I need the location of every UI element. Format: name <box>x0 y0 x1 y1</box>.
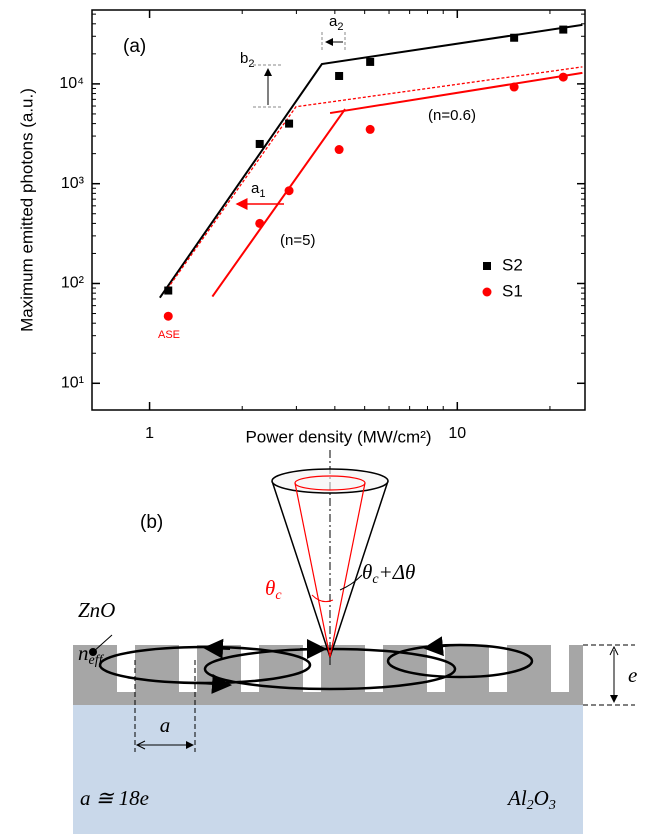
plot-frame <box>91 9 586 411</box>
n-eff: neff <box>78 641 105 668</box>
label: c <box>275 588 282 603</box>
arrow <box>203 638 231 659</box>
point <box>559 25 568 34</box>
legend-marker <box>483 262 491 270</box>
fit-line <box>211 108 346 298</box>
label: θ <box>362 560 372 584</box>
label: θ <box>265 576 275 600</box>
point <box>335 71 344 80</box>
annotation: (n=0.6) <box>428 107 476 124</box>
annotation: ASE <box>158 329 180 341</box>
angle <box>339 574 363 591</box>
legend-label: S1 <box>502 281 523 300</box>
point <box>365 124 375 134</box>
annotation: 2 <box>248 58 254 70</box>
substrate-label: Al2O3 <box>506 786 556 813</box>
x-axis-label: Power density (MW/cm²) <box>245 427 431 446</box>
point <box>510 33 519 42</box>
pointer-dot <box>89 648 97 656</box>
point <box>163 311 173 321</box>
annotation: a <box>251 180 260 197</box>
y-tick-label: 10³ <box>61 175 85 192</box>
angle <box>311 594 334 603</box>
label: Al <box>506 786 527 810</box>
label: n <box>78 641 89 665</box>
notch <box>303 645 321 692</box>
arrow-head <box>609 645 619 656</box>
y-tick-label: 10² <box>61 275 85 292</box>
annotation: 2 <box>337 21 343 33</box>
y-tick-label: 10⁴ <box>59 75 84 92</box>
arrow-head <box>135 740 146 750</box>
x-tick-label: 1 <box>145 425 154 442</box>
theta-c-delta: θc+Δθ <box>362 560 415 587</box>
legend-marker <box>482 287 492 297</box>
material: ZnO <box>78 598 115 622</box>
notch <box>365 645 383 692</box>
panel-label: (b) <box>140 512 163 533</box>
label: 3 <box>548 798 556 813</box>
substrate <box>73 705 583 834</box>
label: O <box>534 786 549 810</box>
notch <box>179 645 197 692</box>
label: c <box>372 572 379 587</box>
y-tick-label: 10¹ <box>61 375 84 392</box>
label: +Δθ <box>379 560 416 584</box>
diagram-b: (b) θc θc+Δθ ZnO neff a e a ≅ 18e <box>73 450 637 834</box>
critical-cone-top <box>294 475 366 491</box>
panel-label: (a) <box>123 36 146 57</box>
pointer <box>92 634 113 653</box>
point <box>284 186 294 196</box>
annotation: (n=5) <box>280 232 315 249</box>
legend-label: S2 <box>502 255 523 274</box>
chart-a: 1 10 10¹ 10² 10³ 10⁴ Power density (MW/cm²) Max… <box>17 9 586 446</box>
point <box>255 218 265 228</box>
notch <box>551 645 569 692</box>
point <box>558 72 568 82</box>
point <box>285 119 294 128</box>
point <box>255 139 264 148</box>
point <box>509 82 519 92</box>
critical-cone <box>294 482 366 658</box>
annotation: a1 <box>251 180 265 200</box>
fit-line <box>164 66 583 293</box>
arrow <box>423 636 456 657</box>
annotation: a <box>329 13 338 30</box>
x-tick-label: 10 <box>448 425 466 442</box>
label: 2 <box>527 798 534 813</box>
mode-loop <box>386 643 534 679</box>
thickness: e <box>628 663 637 687</box>
y-axis-label: Maximum emitted photons (a.u.) <box>17 88 36 332</box>
label: eff <box>89 653 105 668</box>
fit-line <box>329 71 583 115</box>
arrow <box>197 673 232 694</box>
point <box>334 145 344 155</box>
notch <box>489 645 507 692</box>
annotation: b2 <box>240 50 254 70</box>
period: a <box>160 713 171 737</box>
point <box>164 286 173 295</box>
point <box>366 57 375 66</box>
annotation: a2 <box>329 13 343 33</box>
notch <box>427 645 445 692</box>
relation: a ≅ 18e <box>80 786 149 810</box>
fit-line <box>159 23 583 299</box>
theta-c: θc <box>265 576 282 603</box>
annotation: 1 <box>259 188 265 200</box>
notch <box>117 645 135 692</box>
annotation: b <box>240 50 248 67</box>
